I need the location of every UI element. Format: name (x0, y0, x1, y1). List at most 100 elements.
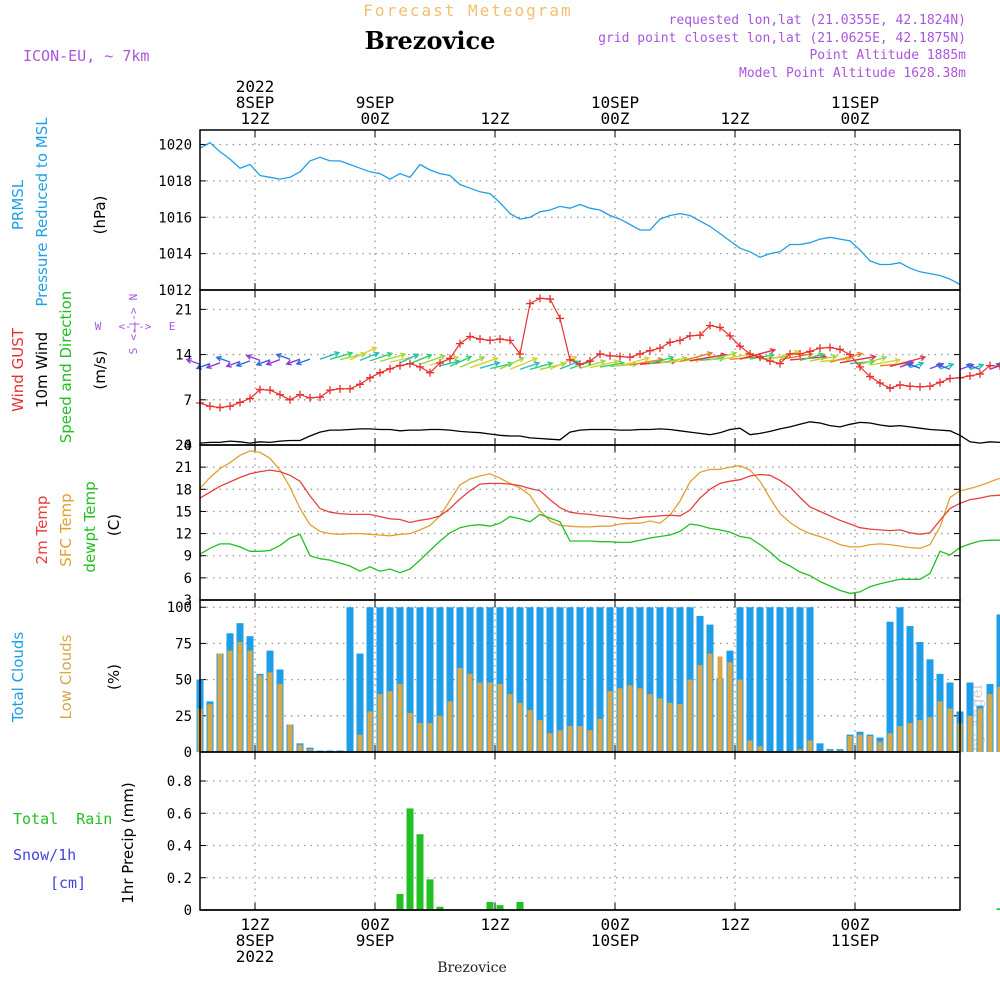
low-clouds-bar (927, 717, 933, 752)
total-clouds-bar (396, 607, 404, 752)
wind-arrow-head (856, 351, 864, 358)
wind-arrow-head (643, 356, 651, 362)
gust-marker (806, 347, 814, 356)
gust-marker (476, 335, 484, 344)
rain-bar (406, 808, 414, 910)
total-clouds-bar (506, 607, 514, 752)
top-time-label: 00Z (841, 109, 870, 128)
bottom-time-label: 10SEP (591, 931, 639, 950)
rain-bar (396, 893, 404, 910)
wind-arrow (906, 362, 921, 369)
wind-arrow-head (215, 355, 222, 362)
low-clouds-bar (407, 712, 413, 752)
low-clouds-bar (937, 701, 943, 752)
gust-marker (886, 384, 894, 393)
gust-marker (286, 395, 294, 404)
total-clouds-bar (806, 607, 814, 752)
low-clouds-bar (527, 710, 533, 752)
y-tick-label: 0 (184, 903, 192, 919)
wind-arrow-head (225, 362, 232, 368)
total-clouds-bar (746, 607, 754, 752)
low-clouds-bar (397, 683, 403, 752)
compass-w: W (95, 320, 102, 333)
gust-marker (406, 359, 414, 368)
wind-arrow-head (386, 351, 394, 358)
wind-arrow-head (465, 355, 473, 362)
total-clouds-bar (596, 607, 604, 752)
cloud-bars (196, 607, 1000, 753)
wind-arrow (449, 356, 472, 368)
low-clouds-bar (237, 641, 243, 752)
total-rain-label: Total Rain (13, 810, 112, 828)
y-tick-label: 18 (175, 482, 192, 498)
total-clouds-bar (616, 607, 624, 752)
gust-marker (656, 344, 664, 353)
low-clouds-bar (447, 701, 453, 752)
low-clouds-bar (377, 694, 383, 752)
low-clouds-bar (247, 650, 253, 752)
gust-marker (296, 390, 304, 399)
total-clouds-bar (496, 607, 504, 752)
low-clouds-bar (757, 746, 763, 752)
panel-4: 0 25 50 75 100 (167, 600, 960, 761)
low-clouds-bar (547, 733, 553, 752)
wind-arrow (679, 352, 713, 363)
low-clouds-bar (417, 723, 423, 752)
bottom-time-label: 8SEP (236, 931, 275, 950)
wind-arrow (409, 354, 432, 365)
compass-n: N (127, 294, 140, 301)
low-clouds-bar (297, 744, 303, 752)
low-clouds-bar (647, 694, 653, 752)
wind-arrow-head (492, 356, 499, 363)
low-clouds-bar (577, 725, 583, 752)
wind-arrow (246, 354, 261, 362)
y-tick-label: 15 (175, 504, 192, 520)
low-clouds-bar (867, 736, 873, 752)
gust-marker (266, 386, 274, 395)
wind-arrow-head (494, 360, 501, 367)
gust-marker (746, 349, 754, 358)
model-name: ICON-EU, ~ 7km (23, 47, 149, 65)
wind-arrow-head (245, 354, 252, 360)
gust-marker (596, 349, 604, 358)
grid-point-coords: grid point closest lon,lat (21.0625E, 42… (598, 31, 966, 46)
low-clouds-bar (677, 704, 683, 752)
low-clouds-bar (497, 683, 503, 752)
gust-marker (216, 403, 224, 412)
gust-marker (356, 380, 364, 389)
gust-marker (796, 349, 804, 358)
low-clouds-bar (467, 673, 473, 752)
wind-arrow (629, 358, 663, 366)
wind-arrow-head (185, 358, 192, 364)
y-tick-label: 0.4 (167, 839, 192, 855)
gust-marker (916, 382, 924, 391)
low-clouds-bar (697, 665, 703, 752)
wind-arrow (829, 352, 863, 363)
wind-arrow (939, 363, 954, 370)
total-clouds-bar (436, 607, 444, 752)
y-tick-label: 3 (184, 593, 192, 609)
y-tick-label: 21 (175, 302, 192, 318)
y-tick-label: 12 (175, 527, 192, 543)
hpa-unit-label: (hPa) (91, 196, 109, 235)
ms-unit-label: (m/s) (91, 350, 109, 389)
gust-marker (466, 332, 474, 341)
wind-arrows (185, 346, 1000, 371)
top-time-label: 8SEP (236, 93, 275, 112)
wind-arrow-head (978, 363, 985, 369)
low-clouds-bar (687, 679, 693, 752)
wind-arrow-head (731, 351, 738, 357)
top-time-label: 2022 (236, 77, 275, 96)
total-clouds-bar (546, 607, 554, 752)
low-clouds-bar (797, 749, 803, 752)
rain-bar (496, 905, 504, 910)
gust-marker (996, 362, 1000, 371)
gust-marker (706, 321, 714, 330)
total-clouds-bar (536, 607, 544, 752)
prmsl-label: PRMSL (9, 179, 27, 230)
top-time-label: 10SEP (591, 93, 639, 112)
wind-arrow-head (560, 361, 567, 368)
gust-marker (816, 344, 824, 353)
panel-frame-1 (199, 129, 961, 291)
gust-marker (386, 364, 394, 373)
